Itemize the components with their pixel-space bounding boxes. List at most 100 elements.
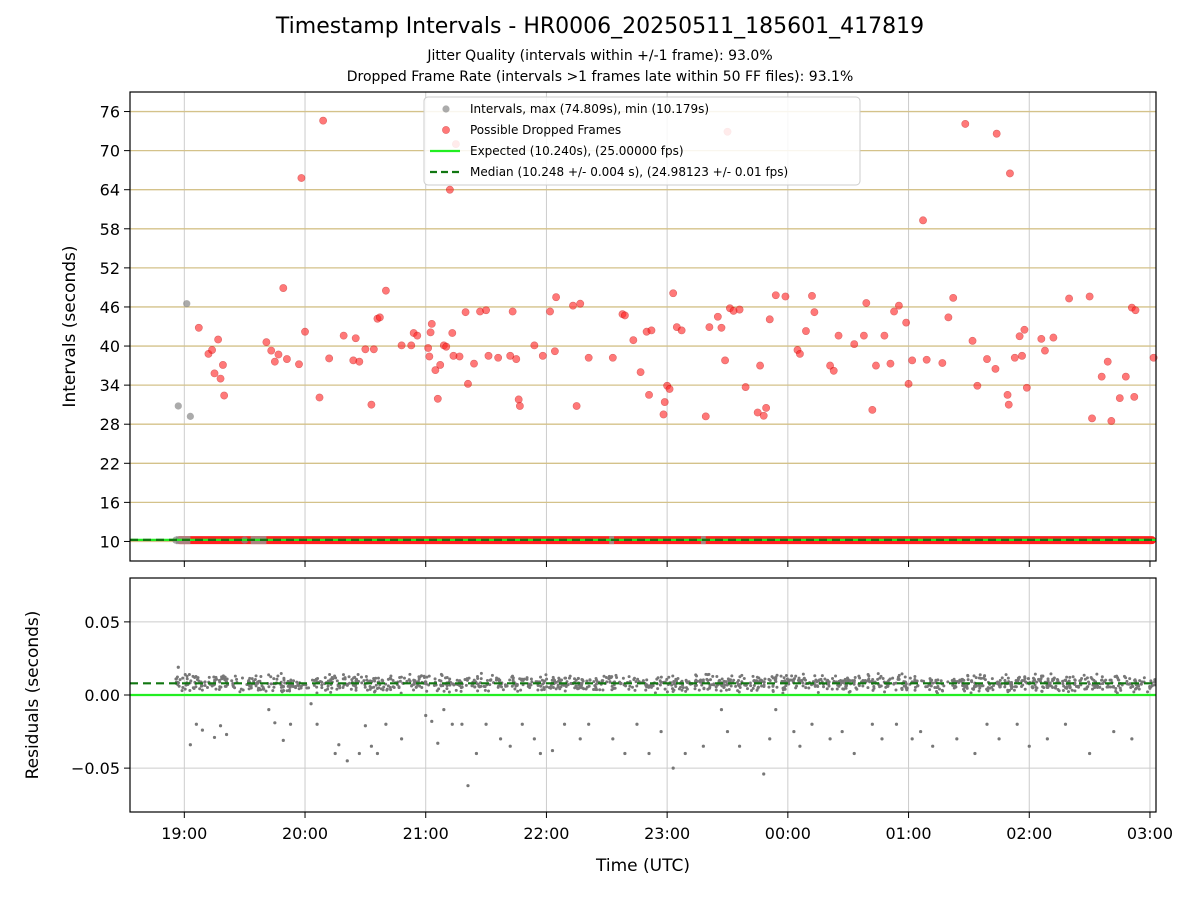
residual-band-point (971, 687, 975, 691)
residual-band-point (802, 676, 806, 680)
residual-band-point (349, 687, 353, 691)
dropped-frame-point-93 (741, 383, 750, 391)
dropped-frame-point-148 (1107, 417, 1116, 425)
residual-band-point (756, 686, 760, 690)
residual-band-point (699, 678, 703, 682)
residual-band-point (607, 674, 611, 678)
residual-band-point (983, 674, 987, 678)
residual-band-point (933, 686, 937, 690)
residual-band-point (405, 679, 409, 683)
residual-band-point (519, 688, 523, 692)
residual-band-point (884, 685, 888, 689)
dropped-frame-point-63 (550, 347, 559, 356)
dropped-frame-point-78 (660, 398, 669, 406)
residual-band-point (353, 684, 357, 688)
residual-band-point (341, 686, 345, 690)
residual-band-point (389, 674, 393, 678)
dropped-frame-point-7 (220, 391, 229, 400)
residual-band-point (552, 677, 556, 681)
residual-band-point (843, 678, 847, 682)
residual-band-point (320, 686, 324, 690)
residual-band-point (718, 678, 722, 682)
dropped-frame-point-109 (850, 340, 859, 348)
dropped-frame-point-56 (508, 307, 517, 316)
residual-band-point (497, 678, 501, 682)
top-ytick-label-11: 76 (100, 103, 120, 122)
residual-band-point (412, 688, 416, 692)
residual-band-point (712, 683, 716, 687)
interval-point-0 (174, 402, 182, 410)
residual-band-point (217, 687, 221, 691)
residual-band-point (978, 673, 982, 677)
residual-band-point (1049, 684, 1053, 688)
residual-band-point (267, 685, 271, 689)
residual-band-point (830, 687, 834, 691)
residual-band-point (529, 677, 533, 681)
residual-band-point (633, 688, 637, 692)
top-ytick-label-8: 58 (100, 220, 120, 239)
residual-band-point (467, 676, 471, 680)
residual-band-point (501, 688, 505, 692)
dropped-frame-point-31 (407, 341, 416, 350)
residual-band-point (635, 684, 639, 688)
residual-band-point (1012, 688, 1016, 692)
residual-band-point (1004, 673, 1008, 677)
residual-band-point (800, 678, 804, 682)
residual-point-4 (218, 724, 223, 728)
residual-band-point (965, 684, 969, 688)
residual-band-point (323, 676, 327, 680)
residual-band-point (636, 677, 640, 681)
residual-band-point (855, 687, 859, 691)
residual-band-point (269, 675, 273, 679)
residual-band-point (925, 685, 929, 689)
residual-band-point (180, 689, 184, 693)
residual-band-point (1150, 684, 1154, 688)
dropped-frame-point-57 (512, 355, 521, 363)
residual-band-point (515, 683, 519, 687)
residual-band-point (473, 685, 477, 689)
residual-band-point (1124, 676, 1128, 680)
dropped-frame-point-23 (355, 357, 364, 366)
residual-band-point (220, 677, 224, 681)
residual-band-point (729, 684, 733, 688)
residual-band-point (1078, 679, 1082, 683)
residual-band-point (1098, 685, 1102, 689)
dropped-frame-point-98 (765, 315, 774, 324)
residual-band-point (795, 684, 799, 688)
residual-band-point (751, 674, 755, 678)
residual-band-point (725, 683, 729, 687)
residual-band-point (601, 688, 605, 692)
residual-band-point (312, 683, 316, 687)
residual-band-point (1129, 685, 1133, 689)
dropped-frame-point-58 (514, 395, 523, 404)
residual-band-point (708, 686, 712, 690)
bottom-xtick-label-1: 20:00 (282, 824, 328, 843)
residual-band-point (970, 679, 974, 683)
residual-band-point (408, 679, 412, 683)
residual-band-point (913, 674, 917, 678)
residual-band-point (607, 677, 611, 681)
dropped-frame-point-152 (1131, 306, 1140, 315)
residual-band-point (188, 689, 192, 693)
residual-point-76 (176, 665, 180, 669)
residual-band-point (389, 688, 393, 692)
dropped-frame-point-110 (859, 331, 868, 340)
residual-band-point (219, 685, 223, 689)
residual-band-point (557, 677, 561, 681)
residual-band-point (310, 678, 314, 682)
residual-point-72 (1063, 722, 1068, 726)
residual-band-point (536, 688, 540, 692)
residual-band-point (658, 679, 662, 683)
residual-band-point (685, 679, 689, 683)
residual-band-point (549, 683, 553, 687)
residual-point-68 (997, 737, 1001, 741)
residual-band-point (667, 675, 671, 679)
residual-band-point (1087, 680, 1091, 684)
dropped-frame-point-38 (431, 366, 440, 375)
residual-band-point (852, 682, 856, 686)
residual-point-21 (424, 713, 428, 718)
residual-band-point (998, 678, 1002, 682)
residual-band-point (364, 674, 368, 678)
residual-point-23 (436, 741, 440, 745)
residual-point-1 (194, 722, 198, 726)
